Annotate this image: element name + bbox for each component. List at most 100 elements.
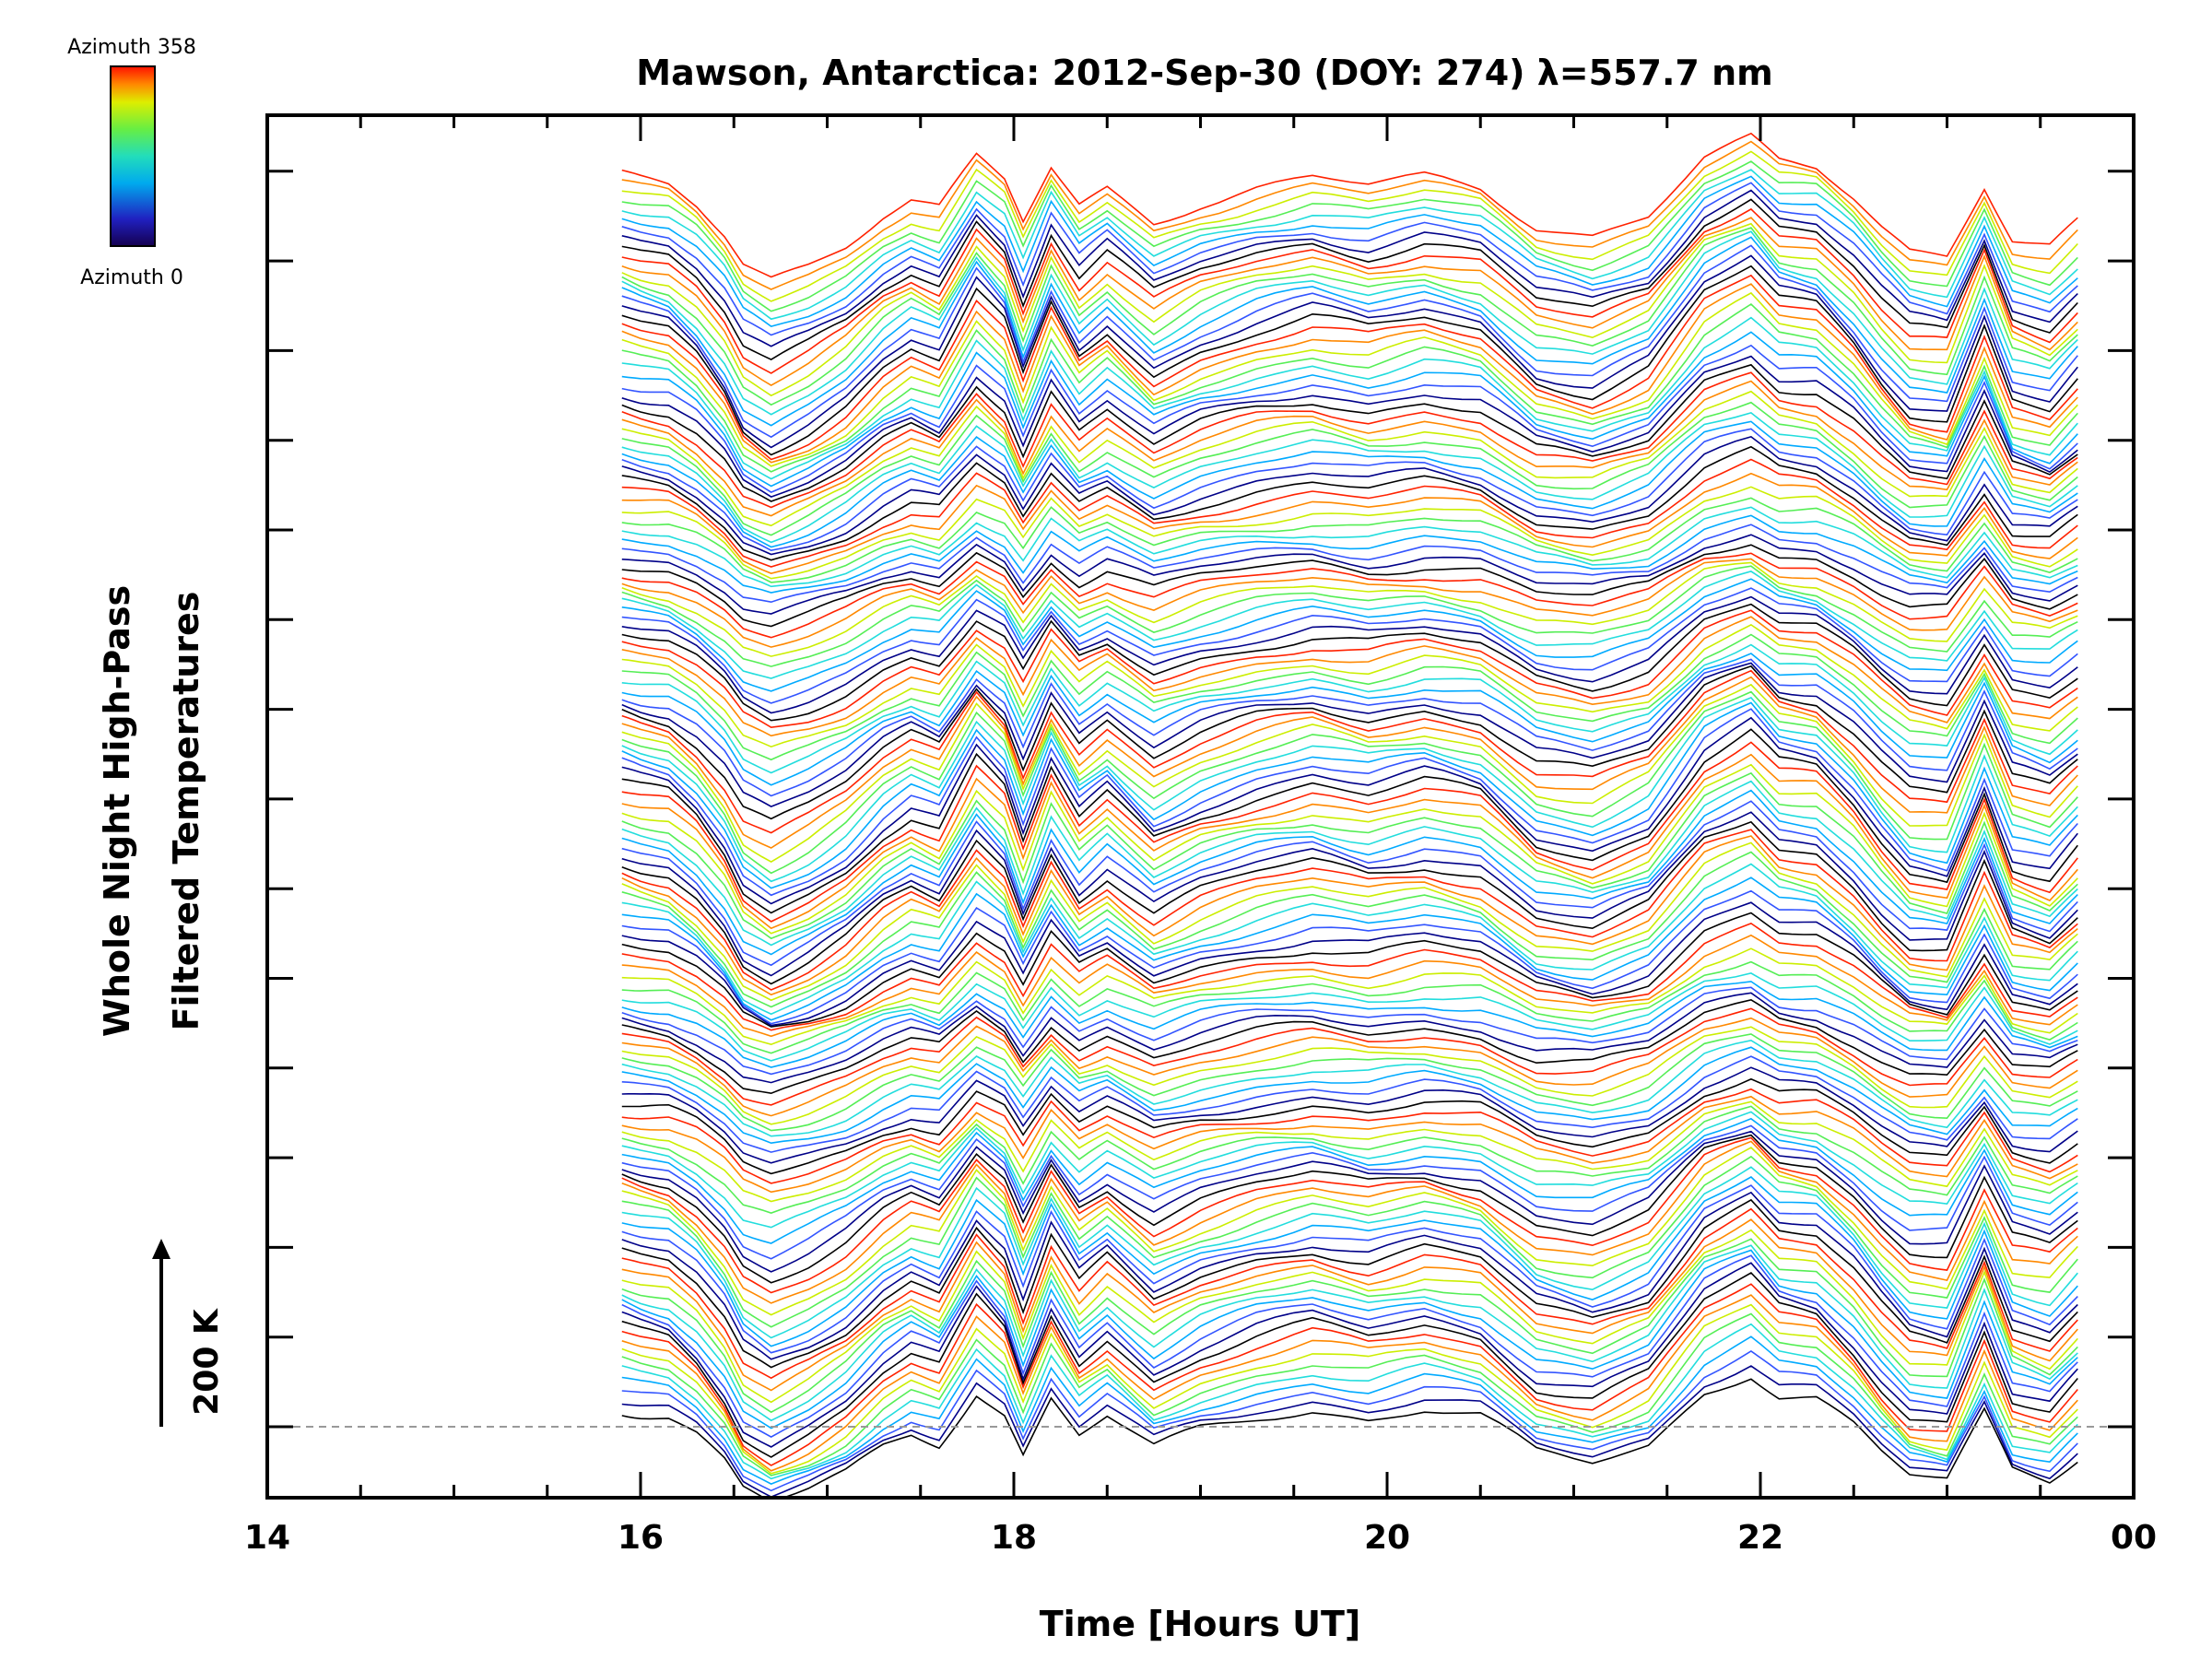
azimuth-trace — [621, 1007, 2078, 1106]
azimuth-trace — [621, 331, 2078, 488]
azimuth-trace — [621, 401, 2078, 536]
azimuth-trace — [621, 534, 2078, 615]
azimuth-trace — [621, 524, 2078, 604]
azimuth-trace — [621, 552, 2078, 639]
azimuth-trace — [621, 587, 2078, 704]
azimuth-trace — [621, 960, 2078, 1054]
azimuth-trace — [621, 1198, 2078, 1369]
azimuth-trace — [621, 571, 2078, 679]
azimuth-trace — [621, 623, 2078, 748]
azimuth-trace — [621, 1350, 2078, 1492]
azimuth-trace — [621, 877, 2078, 1021]
axes: 14 16 18 20 22 00 — [244, 113, 2157, 1557]
azimuth-trace — [621, 558, 2078, 648]
azimuth-trace — [621, 708, 2078, 897]
azimuth-trace — [621, 1323, 2078, 1480]
azimuth-trace — [621, 841, 2078, 1002]
azimuth-trace — [621, 1105, 2078, 1214]
azimuth-trace — [621, 595, 2078, 714]
azimuth-trace — [621, 428, 2078, 552]
x-axis-label: Time [Hours UT] — [1040, 1604, 1361, 1644]
azimuth-trace — [621, 283, 2078, 464]
azimuth-trace — [621, 486, 2078, 580]
azimuth-trace — [621, 998, 2078, 1095]
azimuth-trace — [621, 140, 2078, 290]
azimuth-trace — [621, 981, 2078, 1068]
scale-bar-arrowhead — [152, 1239, 171, 1259]
azimuth-trace — [621, 472, 2078, 574]
azimuth-trace — [621, 771, 2078, 940]
azimuth-trace — [621, 789, 2078, 956]
azimuth-trace — [621, 669, 2078, 834]
azimuth-trace — [621, 947, 2078, 1046]
x-tick-labels: 14 16 18 20 22 00 — [244, 1519, 2157, 1557]
azimuth-trace — [621, 1066, 2078, 1164]
x-tick-label: 22 — [1737, 1519, 1783, 1557]
azimuth-trace — [621, 1335, 2078, 1485]
azimuth-trace — [621, 217, 2078, 387]
azimuth-trace — [621, 291, 2078, 467]
azimuth-trace — [621, 1095, 2078, 1194]
azimuth-trace — [621, 716, 2078, 905]
x-ticks — [265, 115, 2136, 1498]
azimuth-trace — [621, 800, 2078, 967]
azimuth-trace — [621, 198, 2078, 361]
azimuth-trace — [621, 445, 2078, 561]
azimuth-trace — [621, 150, 2078, 302]
colorbar-top-label: Azimuth 358 — [67, 36, 196, 59]
azimuth-trace — [621, 344, 2078, 493]
azimuth-trace — [621, 316, 2078, 480]
azimuth-trace — [621, 643, 2078, 774]
azimuth-trace — [621, 1147, 2078, 1316]
azimuth-trace — [621, 222, 2078, 397]
azimuth-trace — [621, 380, 2078, 517]
azimuth-trace — [621, 863, 2078, 1016]
azimuth-trace — [621, 565, 2078, 667]
azimuth-trace — [621, 1249, 2078, 1430]
azimuth-trace — [621, 1055, 2078, 1153]
azimuth-trace — [621, 753, 2078, 930]
azimuth-trace — [621, 829, 2078, 991]
azimuth-trace — [621, 254, 2078, 449]
azimuth-trace — [621, 1134, 2078, 1284]
azimuth-trace — [621, 302, 2078, 473]
azimuth-trace — [621, 371, 2078, 509]
azimuth-trace — [621, 412, 2078, 544]
azimuth-trace — [621, 934, 2078, 1038]
azimuth-trace — [621, 169, 2078, 321]
azimuth-trace — [621, 1244, 2078, 1422]
azimuth-trace — [621, 901, 2078, 1027]
azimuth-trace — [621, 1207, 2078, 1380]
azimuth-trace — [621, 1218, 2078, 1392]
azimuth-trace — [621, 1100, 2078, 1203]
azimuth-trace — [621, 889, 2078, 1025]
azimuth-trace — [621, 1303, 2078, 1475]
colorbar: Azimuth 358 Azimuth 0 — [67, 36, 196, 289]
azimuth-trace — [621, 1124, 2078, 1260]
chart-title: Mawson, Antarctica: 2012-Sep-30 (DOY: 27… — [636, 53, 1772, 93]
azimuth-trace — [621, 609, 2078, 729]
azimuth-trace — [621, 189, 2078, 347]
azimuth-trace — [621, 1140, 2078, 1304]
azimuth-trace — [621, 514, 2078, 594]
azimuth-trace — [621, 230, 2078, 416]
azimuth-trace — [621, 227, 2078, 406]
azimuth-trace — [621, 992, 2078, 1084]
azimuth-trace — [621, 820, 2078, 985]
azimuth-trace — [621, 390, 2078, 527]
azimuth-trace — [621, 265, 2078, 456]
azimuth-trace — [621, 1312, 2078, 1477]
azimuth-trace — [621, 1271, 2078, 1458]
azimuth-trace — [621, 1017, 2078, 1117]
azimuth-trace — [621, 811, 2078, 977]
azimuth-trace — [621, 236, 2078, 427]
azimuth-trace — [621, 1283, 2078, 1466]
azimuth-trace — [621, 1039, 2078, 1137]
scale-bar: 200 K — [152, 1239, 226, 1427]
azimuth-trace — [621, 676, 2078, 849]
azimuth-trace — [621, 1238, 2078, 1414]
azimuth-trace — [621, 355, 2078, 498]
x-tick-label: 14 — [244, 1519, 290, 1557]
y-ticks — [267, 170, 2134, 1429]
